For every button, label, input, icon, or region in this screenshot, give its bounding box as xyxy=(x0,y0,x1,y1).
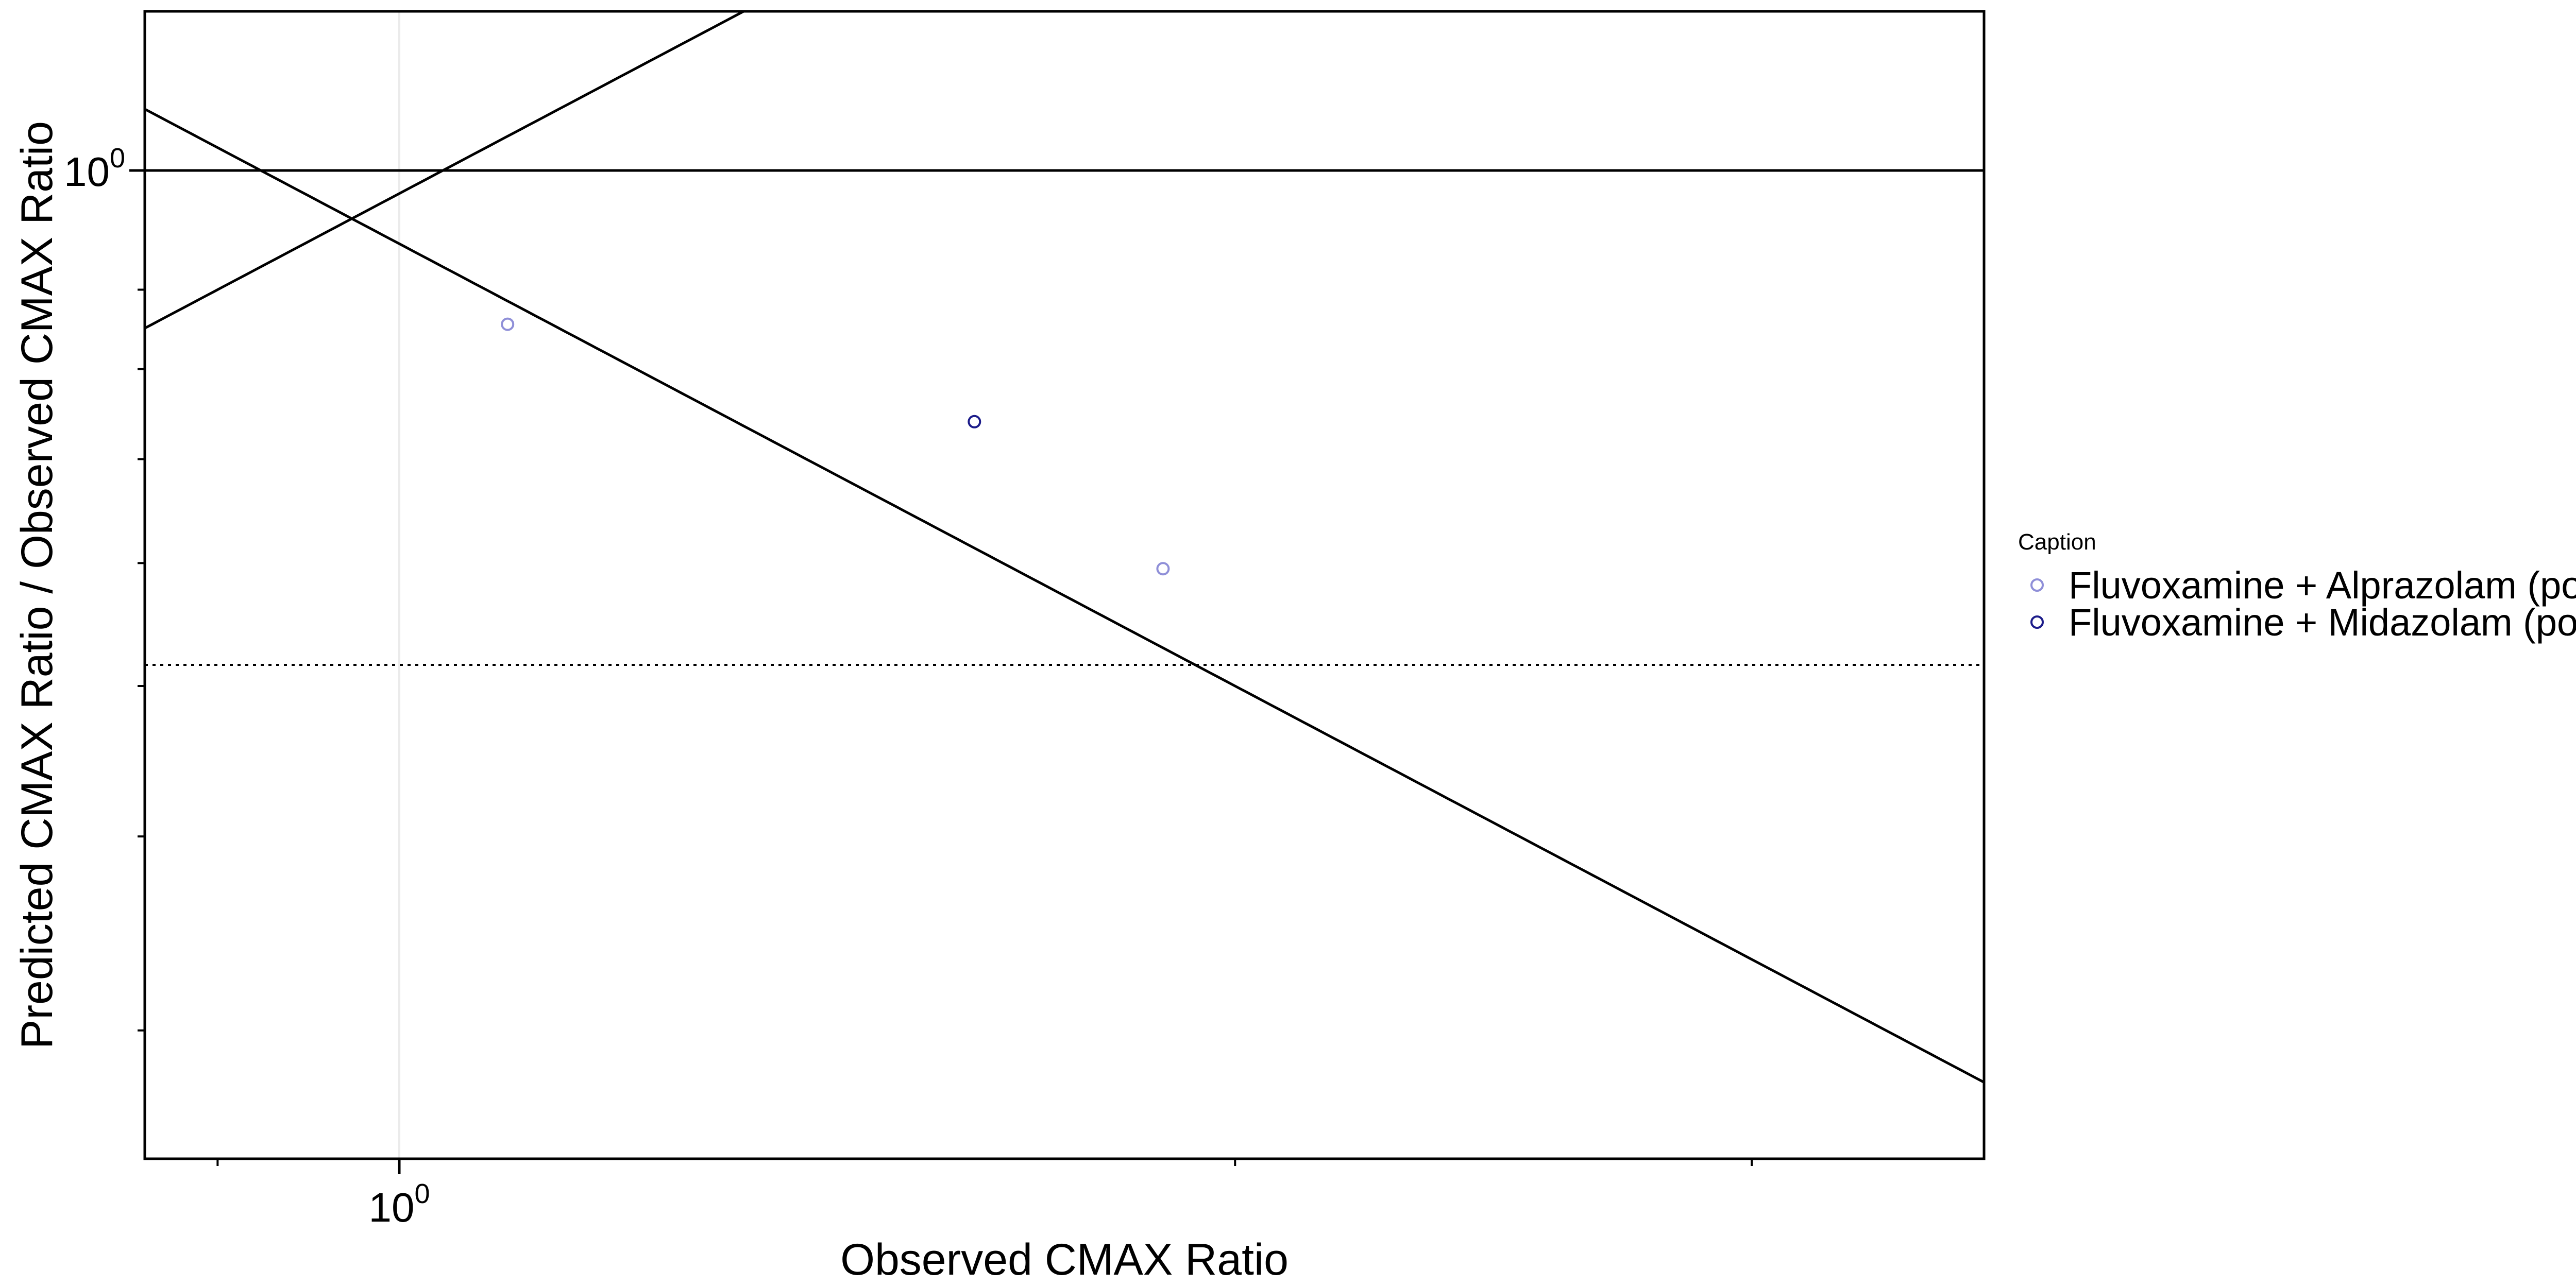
x-tick-label: 100 xyxy=(368,1178,430,1230)
legend-key-alprazolam xyxy=(2030,578,2044,592)
legend-title: Caption xyxy=(2018,529,2096,555)
legend-label-alprazolam: Fluvoxamine + Alprazolam (po) xyxy=(2069,564,2576,607)
legend-key-midazolam xyxy=(2030,615,2044,629)
lower-guest-curve xyxy=(145,108,1984,1084)
x-axis: 100 xyxy=(216,1159,1753,1230)
legend: Caption Fluvoxamine + Alprazolam (po) Fl… xyxy=(2018,529,2576,644)
data-point-midazolam xyxy=(968,415,981,428)
data-point-alprazolam xyxy=(1156,562,1170,576)
data-points xyxy=(501,317,1170,576)
legend-label-midazolam: Fluvoxamine + Midazolam (po) xyxy=(2069,601,2576,644)
reference-lines xyxy=(145,11,1984,1084)
upper-guest-curve xyxy=(145,11,747,330)
y-minor-ticks xyxy=(138,288,145,1032)
data-point-alprazolam xyxy=(501,317,515,331)
y-axis-title: Predicted CMAX Ratio / Observed CMAX Rat… xyxy=(12,121,62,1049)
x-minor-ticks xyxy=(216,1159,1753,1166)
plot-panel-border xyxy=(143,10,1986,1160)
x-axis-title: Observed CMAX Ratio xyxy=(840,1235,1289,1284)
y-tick-label: 100 xyxy=(64,143,125,195)
y-axis: 100 xyxy=(64,143,145,1032)
